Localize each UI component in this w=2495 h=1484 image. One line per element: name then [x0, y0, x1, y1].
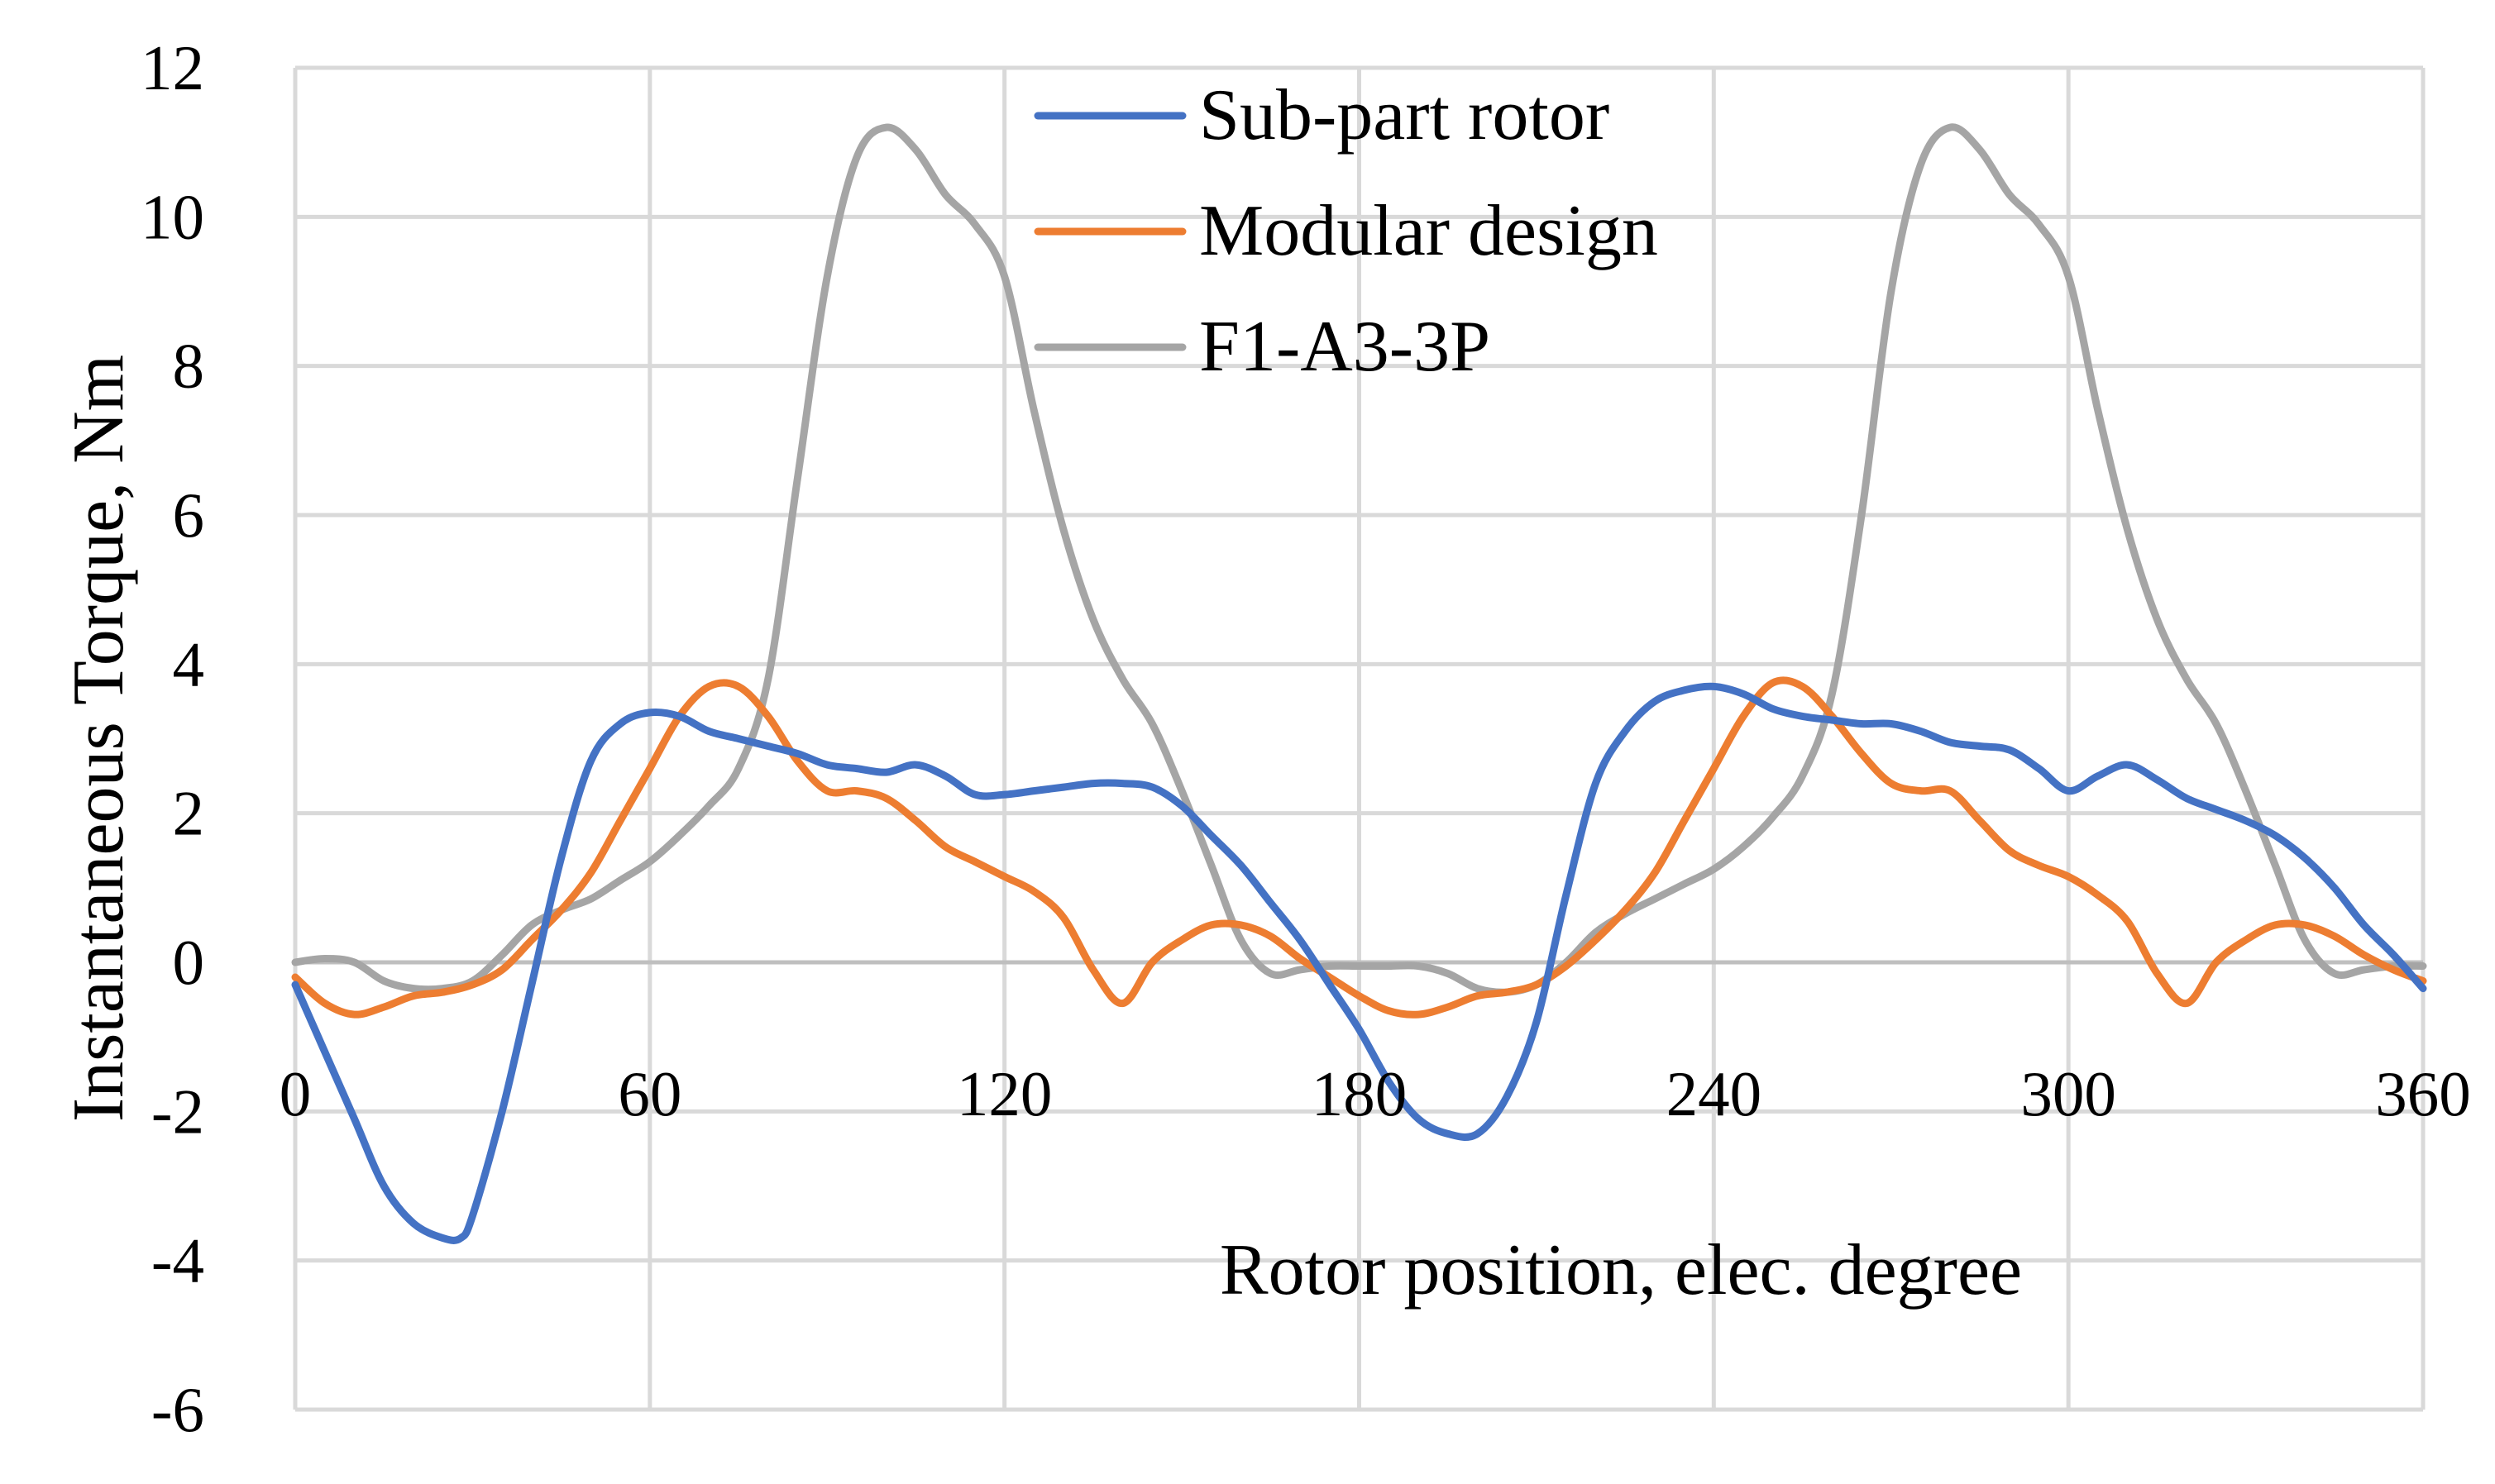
y-tick-label: -4	[151, 1225, 204, 1296]
y-tick-label: 0	[173, 927, 205, 998]
x-tick-label: 0	[280, 1058, 312, 1129]
x-tick-label: 60	[618, 1058, 681, 1129]
y-axis-title: Instantaneous Torque, Nm	[59, 355, 139, 1122]
x-tick-label: 360	[2375, 1058, 2471, 1129]
series-line-modular-design	[291, 676, 2427, 1019]
series-line-sub-part-rotor	[291, 682, 2427, 1244]
x-tick-label: 240	[1666, 1058, 1762, 1129]
legend-label-sub-part-rotor: Sub-part rotor	[1199, 75, 1609, 155]
y-tick-label: 10	[141, 181, 204, 252]
x-tick-label: 300	[2020, 1058, 2116, 1129]
legend-label-f1-a3-3p: F1-A3-3P	[1199, 307, 1490, 387]
legend: Sub-part rotor Modular design F1-A3-3P	[1034, 75, 1658, 387]
x-tick-labels: 0 60 120 180 240 300 360	[280, 1058, 2471, 1129]
x-axis-title: Rotor position, elec. degree	[1220, 1230, 2022, 1310]
y-tick-label: -6	[151, 1374, 204, 1445]
y-tick-label: 2	[173, 778, 205, 849]
y-tick-label: 4	[173, 628, 205, 699]
y-tick-label: 6	[173, 480, 205, 551]
y-tick-label: 12	[141, 32, 204, 103]
y-tick-label: 8	[173, 331, 205, 402]
legend-label-modular-design: Modular design	[1199, 191, 1658, 271]
x-tick-label: 180	[1312, 1058, 1408, 1129]
series-line-f1-a3-3p	[291, 123, 2427, 996]
y-tick-label: -2	[151, 1076, 204, 1147]
grid	[293, 65, 2426, 1412]
x-tick-label: 120	[957, 1058, 1053, 1129]
y-tick-labels: -6 -4 -2 0 2 4 6 8 10 12	[141, 32, 204, 1445]
series-layer	[291, 123, 2427, 1244]
